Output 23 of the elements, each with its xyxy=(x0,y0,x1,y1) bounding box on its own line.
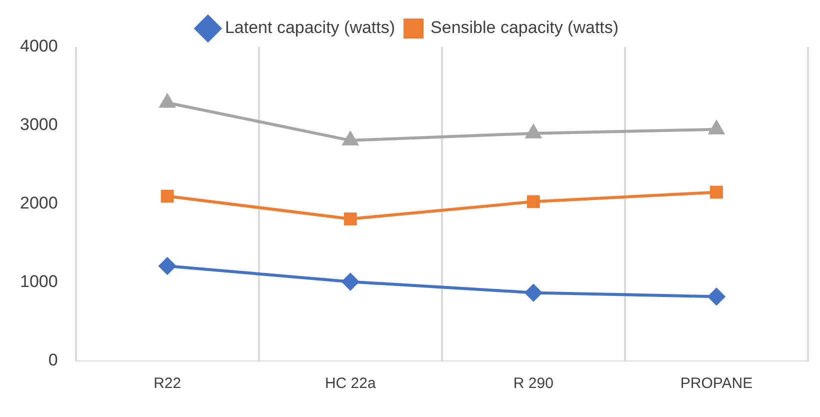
point xyxy=(160,190,174,203)
point xyxy=(342,132,358,146)
y-tick-label: 4000 xyxy=(20,36,58,56)
point xyxy=(708,120,724,134)
point xyxy=(710,186,723,199)
legend-label: Latent capacity (watts) xyxy=(224,18,396,38)
point xyxy=(708,288,725,306)
point xyxy=(344,212,357,226)
y-tick-label: 0 xyxy=(48,350,58,370)
x-tick-label: R22 xyxy=(154,375,182,392)
point xyxy=(342,273,359,290)
y-tick-label: 2000 xyxy=(20,194,58,213)
legend-label: Sensible capacity (watts) xyxy=(430,18,619,38)
point xyxy=(524,284,542,302)
point xyxy=(160,94,175,108)
y-tick-label: 1000 xyxy=(20,272,58,292)
x-tick-label: HC 22a xyxy=(324,375,376,392)
y-tick-label: 3000 xyxy=(20,115,58,134)
x-tick-label: PROPANE xyxy=(680,375,753,392)
point xyxy=(526,124,541,138)
x-tick-label: R 290 xyxy=(513,375,554,392)
point xyxy=(158,258,176,275)
point xyxy=(526,195,540,208)
